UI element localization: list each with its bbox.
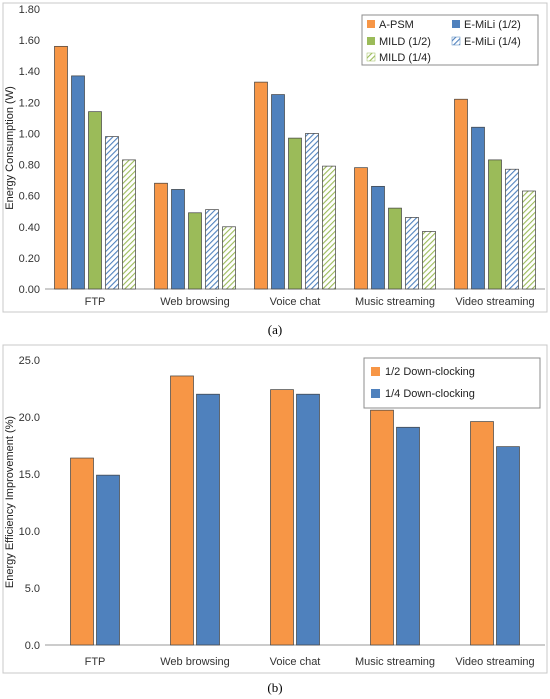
caption-b: (b) xyxy=(267,680,282,695)
bar-mild-1-4-voice-chat xyxy=(322,165,336,290)
x-tick-label-voice-chat: Voice chat xyxy=(270,656,321,668)
x-tick-label-video-streaming: Video streaming xyxy=(455,296,534,308)
legend-label-quarter-downclocking: 1/4 Down-clocking xyxy=(385,388,475,400)
y-axis-title: Energy Consumption (W) xyxy=(4,86,16,210)
bar-mild-1-4-video-streaming xyxy=(522,190,536,290)
legend-label-mild-quarter: MILD (1/4) xyxy=(379,52,431,64)
bar-a-psm-web-browsing xyxy=(154,182,168,290)
bar-a-psm-music-streaming xyxy=(354,167,368,290)
energy-consumption-chart: 0.00 0.20 0.40 0.60 0.80 1.00 1.20 1.40 1.60 1.80… xyxy=(2,2,548,313)
caption-a: (a) xyxy=(268,322,282,337)
y-tick-label: 0.0 xyxy=(25,640,40,652)
legend-box xyxy=(363,357,541,409)
legend-swatch-emili-quarter xyxy=(451,36,461,46)
x-tick-label-web-browsing: Web browsing xyxy=(160,296,230,308)
energy-efficiency-chart: 0.0 5.0 10.0 15.0 20.0 25.0 Energy Efficiency… xyxy=(2,344,548,674)
x-tick-label-ftp: FTP xyxy=(85,296,106,308)
y-tick-label: 0.80 xyxy=(19,160,40,172)
y-tick-label: 15.0 xyxy=(19,469,40,481)
bar-1-2-down-clocking-music-streaming xyxy=(370,409,394,646)
y-tick-label: 5.0 xyxy=(25,583,40,595)
bar-mild-1-2-music-streaming xyxy=(388,207,402,290)
legend-label-mild-half: MILD (1/2) xyxy=(379,36,431,48)
bar-e-mili-1-4-web-browsing xyxy=(205,209,219,290)
bar-a-psm-voice-chat xyxy=(254,81,268,290)
legend-swatch-emili-half xyxy=(452,20,460,28)
bar-e-mili-1-2-voice-chat xyxy=(271,94,285,290)
y-axis-ticks: 0.0 5.0 10.0 15.0 20.0 25.0 xyxy=(19,355,40,652)
y-tick-label: 1.40 xyxy=(19,66,40,78)
bar-mild-1-2-video-streaming xyxy=(488,159,502,290)
bar-e-mili-1-4-video-streaming xyxy=(505,168,519,290)
x-tick-label-web-browsing: Web browsing xyxy=(160,656,230,668)
bar-a-psm-ftp xyxy=(54,45,68,290)
y-tick-label: 1.00 xyxy=(19,128,40,140)
y-axis-title: Energy Efficiency Improvement (%) xyxy=(4,416,16,588)
bar-e-mili-1-2-web-browsing xyxy=(171,189,185,290)
x-tick-label-music-streaming: Music streaming xyxy=(355,296,435,308)
legend-swatch-mild-quarter xyxy=(366,52,376,62)
bar-e-mili-1-2-video-streaming xyxy=(471,126,485,290)
bar-1-4-down-clocking-ftp xyxy=(96,474,120,646)
y-tick-label: 0.60 xyxy=(19,191,40,203)
legend-label-a-psm: A-PSM xyxy=(379,19,414,31)
bar-1-2-down-clocking-video-streaming xyxy=(470,421,494,646)
x-tick-label-voice-chat: Voice chat xyxy=(270,296,321,308)
bar-1-2-down-clocking-ftp xyxy=(70,457,94,646)
legend-label-emili-half: E-MiLi (1/2) xyxy=(464,19,521,31)
bar-mild-1-4-web-browsing xyxy=(222,226,236,290)
legend-label-emili-quarter: E-MiLi (1/4) xyxy=(464,36,521,48)
bars xyxy=(70,375,520,646)
bar-1-4-down-clocking-web-browsing xyxy=(196,393,220,646)
bar-mild-1-2-voice-chat xyxy=(288,137,302,290)
bar-e-mili-1-2-ftp xyxy=(71,75,85,290)
y-tick-label: 0.20 xyxy=(19,253,40,265)
y-tick-label: 25.0 xyxy=(19,355,40,367)
bar-e-mili-1-4-voice-chat xyxy=(305,133,319,290)
bar-1-2-down-clocking-web-browsing xyxy=(170,375,194,646)
bar-e-mili-1-4-music-streaming xyxy=(405,217,419,290)
bar-1-4-down-clocking-video-streaming xyxy=(496,446,520,646)
bars xyxy=(54,45,536,290)
bar-a-psm-video-streaming xyxy=(454,98,468,290)
bar-1-2-down-clocking-voice-chat xyxy=(270,389,294,646)
bar-mild-1-4-music-streaming xyxy=(422,231,436,290)
x-tick-label-ftp: FTP xyxy=(85,656,106,668)
y-tick-label: 0.40 xyxy=(19,222,40,234)
bar-e-mili-1-2-music-streaming xyxy=(371,185,385,290)
y-tick-label: 1.20 xyxy=(19,97,40,109)
legend-swatch-a-psm xyxy=(367,20,375,28)
legend: A-PSM E-MiLi (1/2) MILD (1/2) E-MiLi (1/… xyxy=(361,14,539,66)
bar-mild-1-2-web-browsing xyxy=(188,212,202,290)
y-axis-ticks: 0.00 0.20 0.40 0.60 0.80 1.00 1.20 1.40 1.60 1.80 xyxy=(19,4,40,296)
legend-swatch-quarter-downclocking xyxy=(371,389,380,398)
x-axis-labels: FTP Web browsing Voice chat Music streaming… xyxy=(85,296,535,308)
legend-label-half-downclocking: 1/2 Down-clocking xyxy=(385,366,475,378)
y-tick-label: 1.60 xyxy=(19,35,40,47)
x-axis-labels: FTP Web browsing Voice chat Music streaming… xyxy=(85,656,535,668)
bar-mild-1-2-ftp xyxy=(88,111,102,290)
x-tick-label-video-streaming: Video streaming xyxy=(455,656,534,668)
bar-e-mili-1-4-ftp xyxy=(105,136,119,290)
legend-swatch-half-downclocking xyxy=(371,367,380,376)
y-tick-label: 10.0 xyxy=(19,526,40,538)
legend: 1/2 Down-clocking 1/4 Down-clocking xyxy=(363,357,541,409)
y-tick-label: 1.80 xyxy=(19,4,40,16)
bar-mild-1-4-ftp xyxy=(122,159,136,290)
bar-1-4-down-clocking-music-streaming xyxy=(396,426,420,646)
y-tick-label: 0.00 xyxy=(19,284,40,296)
bar-1-4-down-clocking-voice-chat xyxy=(296,393,320,646)
y-tick-label: 20.0 xyxy=(19,412,40,424)
x-tick-label-music-streaming: Music streaming xyxy=(355,656,435,668)
legend-swatch-mild-half xyxy=(367,37,375,45)
legend-box xyxy=(361,14,539,66)
